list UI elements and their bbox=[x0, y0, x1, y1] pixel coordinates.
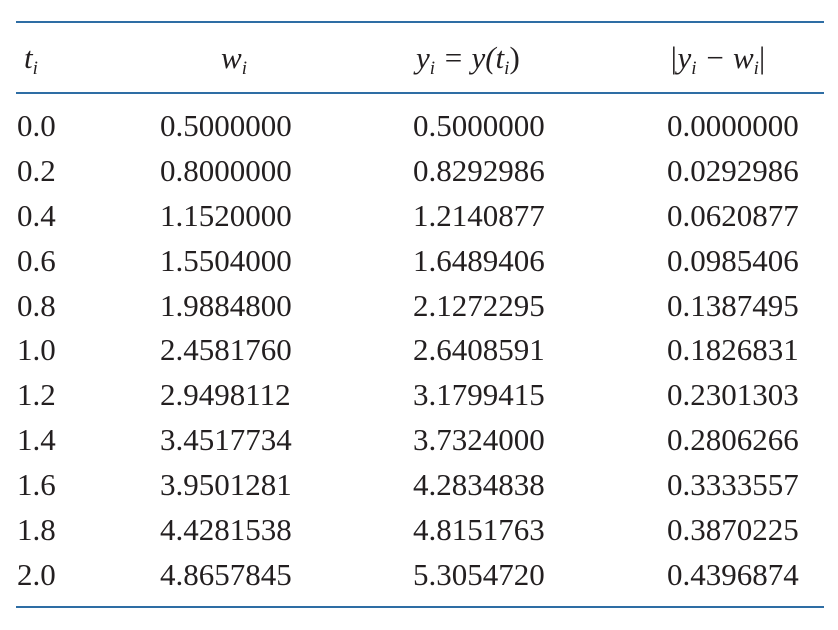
header-error: |yi − wi| bbox=[669, 40, 765, 80]
header-y: yi = y(ti) bbox=[416, 40, 520, 80]
header-error-sub: i bbox=[691, 58, 697, 79]
header-error-sub2: i bbox=[753, 58, 759, 79]
header-y-sub2: i bbox=[504, 58, 510, 79]
w-cell: 0.8000000 bbox=[160, 152, 292, 188]
t-cell: 0.2 bbox=[17, 152, 56, 188]
table-row: 1.2 2.9498112 3.1799415 0.2301303 bbox=[0, 373, 838, 418]
y-cell: 4.8151763 bbox=[413, 512, 545, 548]
w-cell: 2.9498112 bbox=[160, 377, 291, 413]
y-cell: 2.1272295 bbox=[413, 287, 545, 323]
w-cell: 2.4581760 bbox=[160, 332, 292, 368]
header-w-sub: i bbox=[241, 58, 247, 79]
error-cell: 0.2301303 bbox=[667, 377, 799, 413]
t-cell: 1.4 bbox=[17, 422, 56, 458]
header-rule bbox=[16, 92, 824, 94]
table-row: 1.4 3.4517734 3.7324000 0.2806266 bbox=[0, 418, 838, 463]
error-cell: 0.1387495 bbox=[667, 287, 799, 323]
table-row: 0.8 1.9884800 2.1272295 0.1387495 bbox=[0, 284, 838, 329]
error-cell: 0.1826831 bbox=[667, 332, 799, 368]
error-cell: 0.0985406 bbox=[667, 242, 799, 278]
top-rule bbox=[16, 21, 824, 23]
error-cell: 0.0292986 bbox=[667, 152, 799, 188]
table-row: 0.4 1.1520000 1.2140877 0.0620877 bbox=[0, 194, 838, 239]
w-cell: 4.4281538 bbox=[160, 512, 292, 548]
table-row: 1.8 4.4281538 4.8151763 0.3870225 bbox=[0, 508, 838, 553]
table-row: 0.0 0.5000000 0.5000000 0.0000000 bbox=[0, 104, 838, 149]
header-error-mid: − w bbox=[696, 40, 754, 75]
error-cell: 0.4396874 bbox=[667, 556, 799, 592]
w-cell: 0.5000000 bbox=[160, 108, 292, 143]
header-y-rest: = y(t bbox=[435, 40, 505, 75]
y-cell: 0.8292986 bbox=[413, 152, 545, 188]
y-cell: 3.1799415 bbox=[413, 377, 545, 413]
w-cell: 3.4517734 bbox=[160, 422, 292, 458]
header-error-pre: |y bbox=[669, 40, 692, 75]
header-y-sub: i bbox=[429, 58, 436, 79]
t-cell: 2.0 bbox=[17, 556, 56, 592]
bottom-rule bbox=[16, 606, 824, 608]
header-t-sub: i bbox=[32, 58, 38, 79]
w-cell: 1.9884800 bbox=[160, 287, 292, 323]
y-cell: 1.2140877 bbox=[413, 197, 545, 233]
error-cell: 0.3333557 bbox=[667, 467, 799, 503]
error-cell: 0.0000000 bbox=[667, 108, 799, 143]
t-cell: 0.0 bbox=[17, 108, 56, 143]
header-y-base: y bbox=[416, 40, 430, 75]
y-cell: 3.7324000 bbox=[413, 422, 545, 458]
error-cell: 0.0620877 bbox=[667, 197, 799, 233]
w-cell: 4.8657845 bbox=[160, 556, 292, 592]
t-cell: 0.6 bbox=[17, 242, 56, 278]
table-row: 2.0 4.8657845 5.3054720 0.4396874 bbox=[0, 553, 838, 598]
table-row: 0.2 0.8000000 0.8292986 0.0292986 bbox=[0, 149, 838, 194]
w-cell: 1.1520000 bbox=[160, 197, 292, 233]
y-cell: 2.6408591 bbox=[413, 332, 545, 368]
t-cell: 0.4 bbox=[17, 197, 56, 233]
header-error-tail: | bbox=[758, 40, 766, 75]
header-t-base: t bbox=[24, 40, 33, 75]
error-cell: 0.3870225 bbox=[667, 512, 799, 548]
error-cell: 0.2806266 bbox=[667, 422, 799, 458]
t-cell: 1.6 bbox=[17, 467, 56, 503]
y-cell: 4.2834838 bbox=[413, 467, 545, 503]
t-cell: 0.8 bbox=[17, 287, 56, 323]
table-row: 1.6 3.9501281 4.2834838 0.3333557 bbox=[0, 463, 838, 508]
w-cell: 1.5504000 bbox=[160, 242, 292, 278]
header-w-base: w bbox=[221, 40, 242, 75]
w-cell: 3.9501281 bbox=[160, 467, 292, 503]
table-body: 0.0 0.5000000 0.5000000 0.0000000 0.2 0.80000… bbox=[0, 104, 838, 598]
t-cell: 1.2 bbox=[17, 377, 56, 413]
table-row: 1.0 2.4581760 2.6408591 0.1826831 bbox=[0, 328, 838, 373]
y-cell: 0.5000000 bbox=[413, 108, 545, 143]
t-cell: 1.0 bbox=[17, 332, 56, 368]
y-cell: 1.6489406 bbox=[413, 242, 545, 278]
table-row: 0.6 1.5504000 1.6489406 0.0985406 bbox=[0, 239, 838, 284]
header-y-tail: ) bbox=[509, 40, 520, 75]
t-cell: 1.8 bbox=[17, 512, 56, 548]
header-w: wi bbox=[221, 40, 247, 80]
header-t: ti bbox=[24, 40, 38, 80]
y-cell: 5.3054720 bbox=[413, 556, 545, 592]
